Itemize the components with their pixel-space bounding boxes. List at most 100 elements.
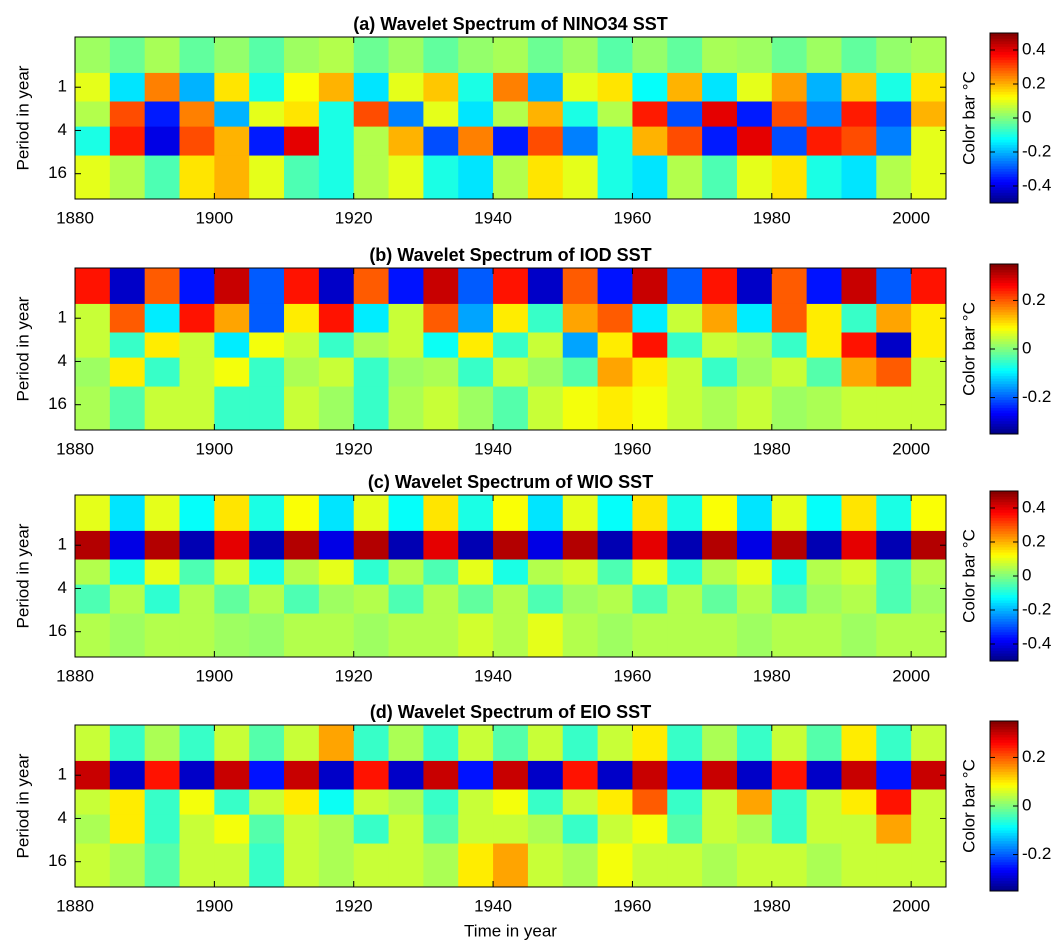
heatmap-cell <box>458 789 494 816</box>
heatmap-cell <box>249 495 285 532</box>
heatmap-cell <box>562 37 599 74</box>
heatmap-cell <box>249 613 285 658</box>
x-tick-label: 1920 <box>335 439 373 458</box>
colorbar-stripe <box>990 602 1018 606</box>
colorbar-stripe <box>990 859 1018 863</box>
heatmap-cell <box>527 126 564 157</box>
heatmap-cell <box>109 357 146 388</box>
heatmap-cell <box>597 357 633 388</box>
heatmap-cell <box>736 760 773 791</box>
heatmap-cell <box>736 613 773 658</box>
heatmap-cell <box>562 332 599 359</box>
heatmap-cell <box>702 843 738 888</box>
colorbar-tick-label: -0.2 <box>1022 387 1051 406</box>
colorbar-stripe <box>990 423 1018 427</box>
heatmap-cell <box>702 37 738 74</box>
heatmap-cell <box>179 386 215 431</box>
colorbar-stripe <box>990 327 1018 331</box>
x-tick-label: 1960 <box>614 666 652 685</box>
chart-title: (a) Wavelet Spectrum of NINO34 SST <box>353 14 667 34</box>
heatmap-cell <box>179 303 215 334</box>
colorbar-stripe <box>990 629 1018 633</box>
heatmap-cell <box>667 268 703 305</box>
colorbar-stripe <box>990 110 1018 114</box>
colorbar-stripe <box>990 790 1018 794</box>
heatmap-cell <box>771 789 808 816</box>
heatmap-cell <box>562 725 599 762</box>
heatmap-cell <box>493 843 529 888</box>
heatmap-cell <box>75 357 111 388</box>
colorbar-stripe <box>990 428 1018 432</box>
colorbar-stripe <box>990 184 1018 188</box>
colorbar-stripe <box>990 776 1018 780</box>
heatmap-cell <box>179 760 215 791</box>
heatmap-cell <box>771 155 808 200</box>
heatmap-cell <box>75 814 111 845</box>
colorbar-stripe <box>990 554 1018 558</box>
heatmap-cell <box>493 814 529 845</box>
heatmap-cell <box>458 101 494 128</box>
colorbar-label: Color bar °C <box>959 71 978 165</box>
y-tick-label: 16 <box>48 851 67 870</box>
heatmap-cell <box>876 155 912 200</box>
heatmap-cell <box>876 584 912 615</box>
heatmap-cell <box>806 155 842 200</box>
heatmap-cell <box>249 332 285 359</box>
heatmap-cell <box>562 584 599 615</box>
heatmap-cell <box>702 530 738 561</box>
heatmap-cell <box>841 126 877 157</box>
heatmap-cell <box>876 268 912 305</box>
colorbar-stripe <box>990 72 1018 76</box>
x-tick-label: 1980 <box>753 666 791 685</box>
heatmap-cell <box>388 760 424 791</box>
heatmap-cell <box>841 789 877 816</box>
heatmap-cell <box>493 495 529 532</box>
heatmap-cell <box>771 814 808 845</box>
heatmap-cell <box>75 843 111 888</box>
heatmap-cell <box>911 843 947 888</box>
colorbar-stripe <box>990 522 1018 527</box>
heatmap-cell <box>179 725 215 762</box>
heatmap-cell <box>597 760 633 791</box>
heatmap-cell <box>353 495 390 532</box>
heatmap-cell <box>179 843 215 888</box>
x-tick-label: 1960 <box>614 208 652 227</box>
heatmap-cell <box>527 530 564 561</box>
x-tick-label: 1880 <box>56 208 94 227</box>
heatmap-cell <box>284 386 320 431</box>
heatmap-cell <box>353 155 390 200</box>
colorbar-stripe <box>990 40 1018 45</box>
colorbar-stripe <box>990 274 1018 278</box>
heatmap-cell <box>702 559 738 586</box>
heatmap-cell <box>144 584 181 615</box>
heatmap-cell <box>353 760 390 791</box>
heatmap-cell <box>423 155 459 200</box>
x-tick-label: 2000 <box>892 439 930 458</box>
heatmap-cell <box>771 530 808 561</box>
heatmap-cell <box>353 843 390 888</box>
heatmap-cell <box>911 332 947 359</box>
heatmap-cell <box>736 126 773 157</box>
colorbar-stripe <box>990 758 1018 762</box>
heatmap-cell <box>249 155 285 200</box>
colorbar-stripe <box>990 787 1018 791</box>
heatmap-cell <box>876 559 912 586</box>
colorbar-stripe <box>990 736 1018 741</box>
colorbar-stripe <box>990 99 1018 103</box>
colorbar-stripe <box>990 46 1018 50</box>
heatmap-cell <box>318 559 355 586</box>
colorbar-stripe <box>990 639 1018 643</box>
plot-frame <box>74 724 947 888</box>
colorbar-stripe <box>990 498 1018 503</box>
heatmap-cell <box>562 386 599 431</box>
heatmap-cell <box>284 789 320 816</box>
heatmap-cell <box>75 559 111 586</box>
colorbar-stripe <box>990 645 1018 649</box>
x-tick-label: 1900 <box>195 208 233 227</box>
heatmap-cell <box>702 584 738 615</box>
colorbar-stripe <box>990 653 1018 657</box>
heatmap-cell <box>284 613 320 658</box>
heatmap-cell <box>841 357 877 388</box>
heatmap-cell <box>771 760 808 791</box>
heatmap-cell <box>249 789 285 816</box>
